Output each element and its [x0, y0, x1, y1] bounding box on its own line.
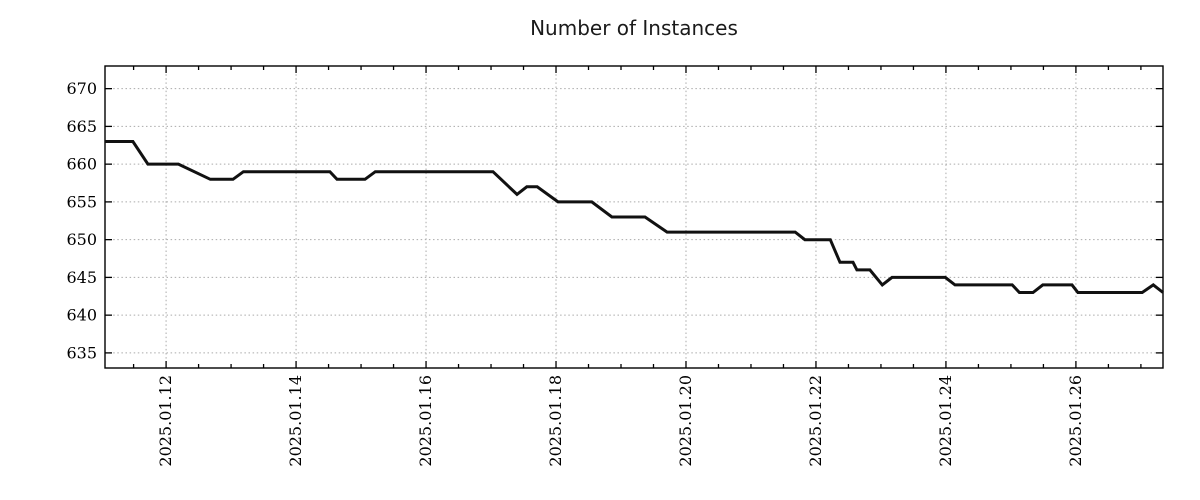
x-tick-labels: 2025.01.12 2025.01.14 2025.01.16 2025.01.18…: [156, 375, 1085, 467]
grid-lines: [105, 66, 1163, 368]
x-tick-label: 2025.01.12: [156, 375, 175, 467]
y-tick-label: 670: [66, 79, 97, 98]
x-tick-label: 2025.01.24: [936, 375, 955, 467]
plot-border: [104, 65, 1164, 369]
chart-title: Number of Instances: [530, 16, 738, 40]
x-tick-label: 2025.01.18: [546, 375, 565, 467]
y-tick-label: 650: [66, 230, 97, 249]
x-tick-label: 2025.01.20: [676, 375, 695, 467]
y-tick-label: 655: [66, 192, 97, 211]
y-tick-label: 665: [66, 117, 97, 136]
x-tick-label: 2025.01.26: [1066, 375, 1085, 467]
y-tick-label: 660: [66, 155, 97, 174]
x-tick-label: 2025.01.22: [806, 375, 825, 467]
axis-ticks: [105, 66, 1163, 368]
y-tick-label: 635: [66, 343, 97, 362]
y-tick-labels: 635 640 645 650 655 660 665 670: [66, 79, 97, 362]
y-tick-label: 640: [66, 306, 97, 325]
instances-line: [105, 140, 1164, 294]
x-tick-label: 2025.01.14: [286, 375, 305, 467]
x-tick-label: 2025.01.16: [416, 375, 435, 467]
y-tick-label: 645: [66, 268, 97, 287]
